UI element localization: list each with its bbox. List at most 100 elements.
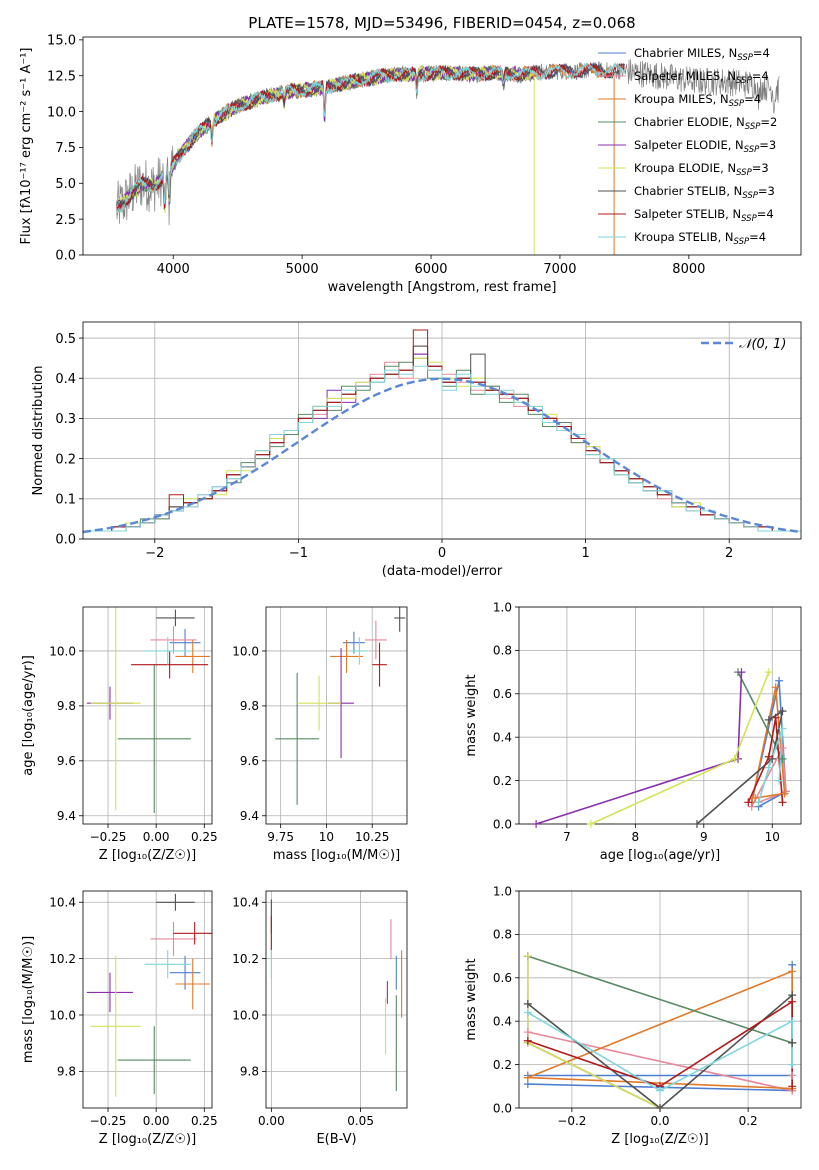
weight-point-marker (764, 668, 773, 677)
weight-point-marker (523, 999, 532, 1008)
weight-series-line (747, 717, 784, 803)
x-axis-label: Z [log₁₀(Z/Z☉)] (611, 1132, 708, 1147)
y-tick-label: 0.0 (55, 249, 76, 264)
weight-series-line (590, 671, 770, 824)
weight-series-line (527, 964, 794, 1092)
x-tick-label: 0.2 (739, 1114, 758, 1128)
weight-point-marker (523, 1036, 532, 1045)
age-weight-frame (518, 606, 802, 825)
x-tick-label: −0.25 (90, 1114, 127, 1128)
y-tick-label: 10.2 (232, 952, 259, 966)
y-tick-label: 9.8 (240, 699, 259, 713)
legend-label: Salpeter STELIB, NSSP=4 (634, 207, 774, 224)
mass-age-axes: 9.75 10 10.25 9.4 9.6 9.8 10.0 mass [log₁₀(M/M☉… (232, 606, 408, 863)
z-weight-axes: −0.2 0.0 0.2 0.0 0.2 0.4 0.6 0.8 1.0 Z [log₁₀(Z/Z… (464, 884, 802, 1147)
x-tick-label: 8 (632, 830, 640, 844)
mass-age-grid (266, 607, 407, 824)
x-tick-label: 5000 (286, 262, 319, 277)
y-tick-label: 10.4 (232, 896, 259, 910)
z-age-plot-area (86, 607, 211, 814)
weight-point-marker (586, 820, 595, 828)
y-tick-label: 9.4 (57, 809, 76, 823)
y-tick-label: 12.5 (47, 69, 76, 84)
gaussian-curve (83, 377, 801, 534)
figure-title: PLATE=1578, MJD=53496, FIBERID=0454, z=0… (248, 14, 635, 32)
weight-point-marker (754, 798, 763, 807)
gaussian-legend-label: 𝒩(0, 1) (739, 337, 786, 352)
legend-label: Chabrier ELODIE, NSSP=2 (634, 115, 777, 132)
legend-label: Chabrier MILES, NSSP=4 (634, 46, 770, 63)
y-tick-label: 0.4 (493, 1015, 512, 1029)
z-mass-plot-area (86, 893, 212, 1097)
y-tick-label: 0.5 (55, 332, 76, 347)
y-tick-label: 9.6 (240, 754, 259, 768)
y-tick-label: 1.0 (493, 884, 512, 898)
panel-residuals: −2 −1 0 1 2 0.0 0.1 0.2 0.3 0.4 0.5 (data-model)/er… (31, 321, 802, 579)
x-tick-label: 8000 (672, 262, 705, 277)
y-tick-label: 0.0 (55, 533, 76, 548)
residuals-axes: −2 −1 0 1 2 0.0 0.1 0.2 0.3 0.4 0.5 (data-model)/er… (31, 321, 802, 579)
x-tick-label: 0.00 (143, 1114, 170, 1128)
weight-point-marker (788, 1082, 797, 1091)
weight-point-marker (778, 798, 787, 807)
panel-z-age: −0.25 0.00 0.25 9.4 9.6 9.8 10.0 Z [log₁₀(Z/Z☉)… (21, 606, 218, 863)
y-tick-label: 9.8 (57, 699, 76, 713)
age-weight-grid (519, 606, 801, 825)
x-tick-label: 7000 (543, 262, 576, 277)
weight-point-marker (771, 683, 780, 692)
y-tick-label: 0.4 (493, 731, 512, 745)
x-axis-label: wavelength [Angstrom, rest frame] (328, 280, 557, 295)
ebv-mass-plot-area (270, 899, 403, 1092)
mass-age-plot-area (275, 607, 406, 805)
weight-point-marker (788, 1071, 797, 1080)
residuals-frame (82, 321, 802, 540)
x-axis-label: Z [log₁₀(Z/Z☉)] (99, 1132, 196, 1147)
panel-spectrum: 4000 5000 6000 7000 8000 0.0 2.5 5.0 7.5 10.0 12.5… (19, 34, 802, 295)
y-tick-label: 9.4 (240, 809, 259, 823)
weight-point-marker (771, 713, 780, 722)
weight-point-marker (764, 763, 773, 772)
y-tick-label: 9.8 (57, 1065, 76, 1079)
y-tick-label: 0.4 (55, 372, 76, 387)
y-axis-label: age [log₁₀(age/yr)] (21, 655, 36, 776)
y-axis-label: Flux [fλ10⁻¹⁷ erg cm⁻² s⁻¹ A⁻¹] (19, 48, 34, 245)
panel-z-weight: −0.2 0.0 0.2 0.0 0.2 0.4 0.6 0.8 1.0 Z [log₁₀(Z/Z… (464, 884, 802, 1147)
y-axis-label: Normed distribution (31, 366, 46, 496)
weight-point-marker (788, 1038, 797, 1047)
y-tick-label: 10.0 (49, 644, 76, 658)
panel-z-mass: −0.25 0.00 0.25 9.8 10.0 10.2 10.4 Z [log₁₀(Z/Z… (21, 890, 218, 1147)
y-tick-label: 0.1 (55, 492, 76, 507)
y-tick-label: 0.2 (55, 452, 76, 467)
x-tick-label: 0 (438, 546, 446, 561)
x-tick-label: 2 (725, 546, 733, 561)
y-tick-label: 9.8 (240, 1065, 259, 1079)
x-axis-label: mass [log₁₀(M/M☉)] (273, 848, 400, 863)
weight-point-marker (775, 676, 784, 685)
x-tick-label: −2 (145, 546, 164, 561)
weight-point-marker (788, 967, 797, 976)
ebv-mass-axes: 0.00 0.05 9.8 10.0 10.2 10.4 E(B-V) (232, 890, 408, 1147)
x-tick-label: −1 (289, 546, 308, 561)
x-tick-label: −0.2 (557, 1114, 586, 1128)
panel-age-weight: 7 8 9 10 0.0 0.2 0.4 0.6 0.8 1.0 age [log₁₀(age/yr… (464, 600, 802, 863)
x-tick-label: 1 (581, 546, 589, 561)
x-axis-label: (data-model)/error (382, 564, 503, 579)
panel-mass-age: 9.75 10 10.25 9.4 9.6 9.8 10.0 mass [log₁₀(M/M☉… (232, 606, 408, 863)
y-tick-label: 1.0 (493, 600, 512, 614)
weight-series-line (750, 745, 787, 807)
weight-point-marker (778, 707, 787, 716)
weight-point-marker (656, 1104, 664, 1112)
x-tick-label: 0.00 (143, 830, 170, 844)
x-tick-label: 10.25 (355, 830, 389, 844)
weight-point-marker (778, 724, 787, 733)
x-tick-label: 0.0 (650, 1114, 669, 1128)
weight-series-line (757, 728, 784, 803)
weight-point-marker (764, 715, 773, 724)
x-tick-label: 0.25 (191, 1114, 218, 1128)
weight-point-marker (764, 752, 773, 761)
y-axis-label: mass [log₁₀(M/M☉)] (21, 936, 36, 1063)
legend-label: Kroupa STELIB, NSSP=4 (634, 230, 766, 247)
z-age-frame (82, 606, 213, 825)
legend-label: Kroupa MILES, NSSP=4 (634, 92, 761, 109)
y-tick-label: 10.0 (47, 105, 76, 120)
